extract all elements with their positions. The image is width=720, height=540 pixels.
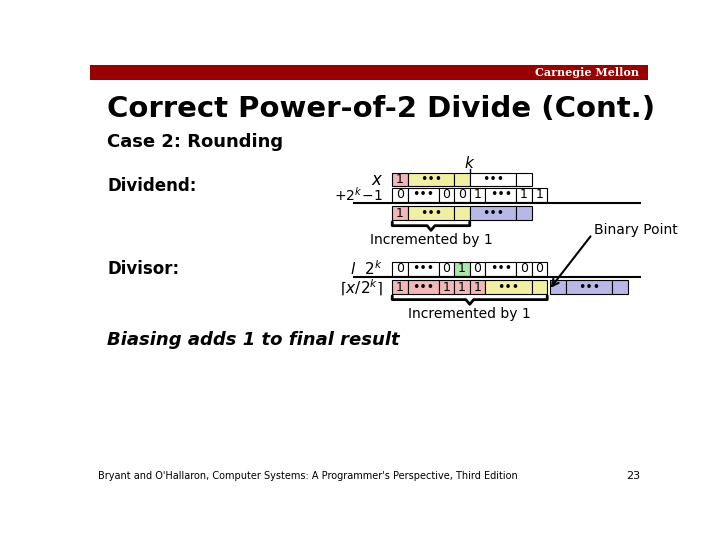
Text: 0: 0 xyxy=(396,188,404,201)
Text: 1: 1 xyxy=(443,281,451,294)
Text: 1: 1 xyxy=(474,188,482,201)
Bar xyxy=(408,188,438,202)
Bar xyxy=(408,262,438,276)
Text: •••: ••• xyxy=(498,281,520,294)
Bar xyxy=(485,262,516,276)
Bar xyxy=(469,206,516,220)
Text: •••: ••• xyxy=(490,262,512,275)
Bar xyxy=(392,173,408,186)
Text: $+2^k\!-\!1$: $+2^k\!-\!1$ xyxy=(334,186,383,204)
Bar xyxy=(408,206,454,220)
Bar xyxy=(469,280,485,294)
Bar xyxy=(485,188,516,202)
Bar xyxy=(485,280,532,294)
Bar xyxy=(90,65,648,80)
Bar xyxy=(469,262,485,276)
Text: •••: ••• xyxy=(420,173,442,186)
Text: Biasing adds 1 to final result: Biasing adds 1 to final result xyxy=(107,331,400,349)
Text: 1: 1 xyxy=(458,281,466,294)
Text: Case 2: Rounding: Case 2: Rounding xyxy=(107,133,283,151)
Text: $\lceil x / 2^k \rceil$: $\lceil x / 2^k \rceil$ xyxy=(340,277,383,298)
Bar xyxy=(516,206,532,220)
Text: 1: 1 xyxy=(536,188,544,201)
Text: Bryant and O'Hallaron, Computer Systems: A Programmer's Perspective, Third Editi: Bryant and O'Hallaron, Computer Systems:… xyxy=(98,471,518,481)
Bar xyxy=(550,280,566,294)
Bar xyxy=(532,188,547,202)
Text: 0: 0 xyxy=(474,262,482,275)
Bar xyxy=(516,173,532,186)
Text: Correct Power-of-2 Divide (Cont.): Correct Power-of-2 Divide (Cont.) xyxy=(107,96,655,124)
Text: •••: ••• xyxy=(482,207,504,220)
Bar xyxy=(454,280,469,294)
Bar xyxy=(516,262,532,276)
Bar xyxy=(516,188,532,202)
Text: •••: ••• xyxy=(412,188,434,201)
Bar xyxy=(469,173,516,186)
Text: $x$: $x$ xyxy=(371,171,383,188)
Text: Divisor:: Divisor: xyxy=(107,260,179,278)
Bar xyxy=(408,280,438,294)
Text: 0: 0 xyxy=(536,262,544,275)
Bar xyxy=(532,262,547,276)
Bar xyxy=(612,280,628,294)
Text: 1: 1 xyxy=(396,281,404,294)
Text: Binary Point: Binary Point xyxy=(594,222,678,237)
Text: 1: 1 xyxy=(458,262,466,275)
Bar xyxy=(438,262,454,276)
Text: Dividend:: Dividend: xyxy=(107,177,197,195)
Text: 0: 0 xyxy=(443,262,451,275)
Text: •••: ••• xyxy=(412,262,434,275)
Bar xyxy=(392,188,408,202)
Text: 0: 0 xyxy=(396,262,404,275)
Bar xyxy=(408,173,454,186)
Text: •••: ••• xyxy=(412,281,434,294)
Text: 1: 1 xyxy=(396,207,404,220)
Bar xyxy=(454,262,469,276)
Bar xyxy=(566,280,612,294)
Bar xyxy=(392,262,408,276)
Text: •••: ••• xyxy=(490,188,512,201)
Bar xyxy=(532,280,547,294)
Text: Incremented by 1: Incremented by 1 xyxy=(408,307,531,321)
Bar xyxy=(438,188,454,202)
Text: 0: 0 xyxy=(458,188,466,201)
Bar xyxy=(454,206,469,220)
Text: Carnegie Mellon: Carnegie Mellon xyxy=(535,67,639,78)
Text: 0: 0 xyxy=(443,188,451,201)
Text: Incremented by 1: Incremented by 1 xyxy=(369,233,492,247)
Text: 1: 1 xyxy=(474,281,482,294)
Bar xyxy=(392,206,408,220)
Text: 1: 1 xyxy=(396,173,404,186)
Text: •••: ••• xyxy=(482,173,504,186)
Text: 1: 1 xyxy=(520,188,528,201)
Text: •••: ••• xyxy=(578,281,600,294)
Text: $l\ \ 2^k$: $l\ \ 2^k$ xyxy=(351,260,383,278)
Text: $k$: $k$ xyxy=(464,156,475,171)
Bar xyxy=(454,188,469,202)
Bar xyxy=(469,188,485,202)
Text: 23: 23 xyxy=(626,471,640,481)
Bar xyxy=(454,173,469,186)
Bar xyxy=(392,280,408,294)
Text: 0: 0 xyxy=(520,262,528,275)
Bar xyxy=(438,280,454,294)
Text: •••: ••• xyxy=(420,207,442,220)
